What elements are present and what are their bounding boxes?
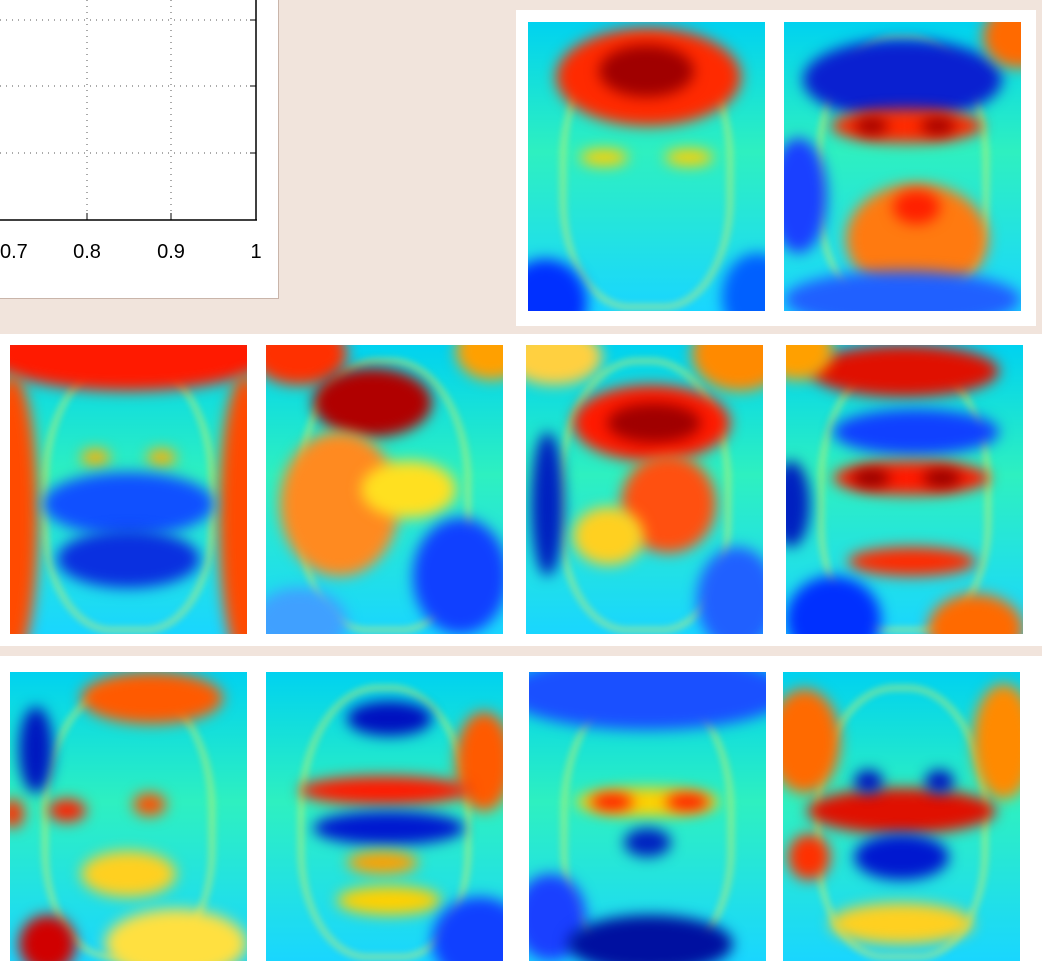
face-image	[266, 672, 503, 961]
face-image	[786, 345, 1023, 634]
face-panel-row-3	[0, 656, 1042, 974]
face-image	[526, 345, 763, 634]
face-image	[528, 22, 765, 311]
face-image	[266, 345, 503, 634]
x-tick-label: 0.7	[0, 241, 28, 263]
face-panel-row-1	[516, 10, 1036, 326]
face-image	[10, 672, 247, 961]
face-image	[784, 22, 1021, 311]
face-image	[529, 672, 766, 961]
plot-panel: 0.7 0.8 0.9 1	[0, 0, 279, 299]
x-tick-label: 0.9	[157, 241, 185, 263]
plot-axes: 0.7 0.8 0.9 1	[0, 0, 262, 263]
x-tick-label: 1	[250, 241, 261, 263]
x-tick-label: 0.8	[73, 241, 101, 263]
face-image	[783, 672, 1020, 961]
face-panel-row-2	[0, 334, 1042, 646]
face-image	[10, 345, 247, 634]
